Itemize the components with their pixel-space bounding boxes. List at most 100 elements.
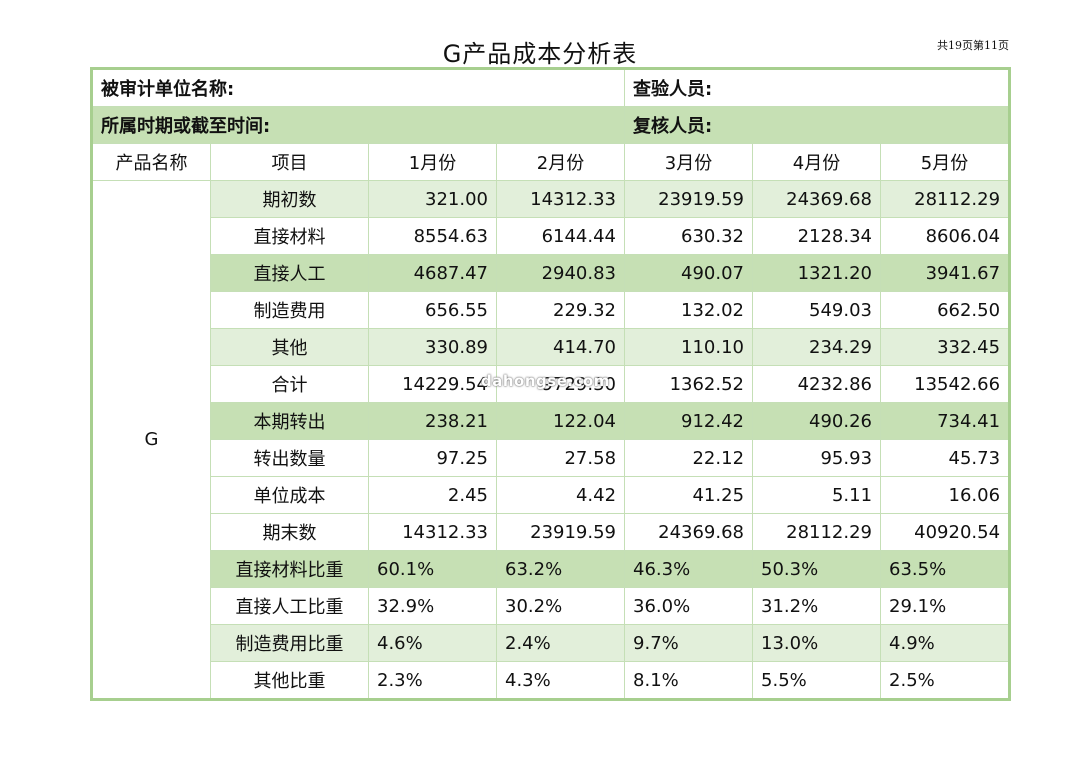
item-cell: 直接材料比重: [210, 550, 369, 588]
value-cell: 2.45: [368, 476, 497, 514]
value-cell: 24369.68: [624, 513, 754, 551]
value-cell: 14312.33: [368, 513, 497, 551]
value-cell: 1362.52: [624, 365, 754, 403]
value-cell: 2.4%: [495, 624, 626, 662]
value-cell: 46.3%: [624, 550, 754, 588]
header-cell: 产品名称: [91, 143, 211, 181]
value-cell: 27.58: [495, 439, 626, 477]
value-cell: 734.41: [880, 402, 1011, 440]
table-row: 其他比重 2.3% 4.3% 8.1% 5.5% 2.5%: [92, 661, 1011, 700]
item-cell: 直接材料: [210, 217, 369, 255]
value-cell: 9729.30: [495, 365, 626, 403]
value-cell: 5.11: [752, 476, 882, 514]
value-cell: 4687.47: [368, 254, 497, 292]
value-cell: 16.06: [880, 476, 1011, 514]
value-cell: 912.42: [624, 402, 754, 440]
value-cell: 4.6%: [368, 624, 497, 662]
value-cell: 13.0%: [752, 624, 882, 662]
value-cell: 132.02: [624, 291, 754, 329]
value-cell: 234.29: [752, 328, 882, 366]
table-row: 直接人工 4687.47 2940.83 490.07 1321.20 3941.67: [92, 254, 1011, 292]
value-cell: 2128.34: [752, 217, 882, 255]
value-cell: 238.21: [368, 402, 497, 440]
value-cell: 40920.54: [880, 513, 1011, 551]
header-cell: 2月份: [495, 143, 626, 181]
header-cell: 项目: [210, 143, 369, 181]
item-cell: 合计: [210, 365, 369, 403]
value-cell: 23919.59: [495, 513, 626, 551]
product-name-cell: G: [91, 180, 211, 700]
table-row: 制造费用比重 4.6% 2.4% 9.7% 13.0% 4.9%: [92, 624, 1011, 662]
header-cell: 4月份: [752, 143, 882, 181]
value-cell: 229.32: [495, 291, 626, 329]
value-cell: 14312.33: [495, 180, 626, 218]
item-cell: 制造费用比重: [210, 624, 369, 662]
item-cell: 其他比重: [210, 661, 369, 700]
table-row: 期末数 14312.33 23919.59 24369.68 28112.29 40920…: [92, 513, 1011, 551]
table-row: 直接材料 8554.63 6144.44 630.32 2128.34 8606.04: [92, 217, 1011, 255]
value-cell: 31.2%: [752, 587, 882, 625]
value-cell: 8554.63: [368, 217, 497, 255]
table-row: 直接材料比重 60.1% 63.2% 46.3% 50.3% 63.5%: [92, 550, 1011, 588]
value-cell: 321.00: [368, 180, 497, 218]
table-row: 单位成本 2.45 4.42 41.25 5.11 16.06: [92, 476, 1011, 514]
value-cell: 4.9%: [880, 624, 1011, 662]
value-cell: 4232.86: [752, 365, 882, 403]
value-cell: 28112.29: [880, 180, 1011, 218]
value-cell: 4.42: [495, 476, 626, 514]
value-cell: 97.25: [368, 439, 497, 477]
item-cell: 转出数量: [210, 439, 369, 477]
table-row: 直接人工比重 32.9% 30.2% 36.0% 31.2% 29.1%: [92, 587, 1011, 625]
value-cell: 95.93: [752, 439, 882, 477]
value-cell: 41.25: [624, 476, 754, 514]
value-cell: 549.03: [752, 291, 882, 329]
value-cell: 332.45: [880, 328, 1011, 366]
value-cell: 29.1%: [880, 587, 1011, 625]
value-cell: 23919.59: [624, 180, 754, 218]
value-cell: 9.7%: [624, 624, 754, 662]
item-cell: 期末数: [210, 513, 369, 551]
reviewer-label: 复核人员:: [624, 106, 1011, 144]
value-cell: 2940.83: [495, 254, 626, 292]
item-cell: 直接人工: [210, 254, 369, 292]
value-cell: 4.3%: [495, 661, 626, 700]
cost-analysis-table: 被审计单位名称: 查验人员: 所属时期或截至时间: 复核人员: 产品名称 项目 …: [90, 67, 1012, 701]
value-cell: 5.5%: [752, 661, 882, 700]
value-cell: 656.55: [368, 291, 497, 329]
table-row: G 期初数 321.00 14312.33 23919.59 24369.68 28112.…: [91, 180, 1011, 700]
value-cell: 414.70: [495, 328, 626, 366]
table-row: 其他 330.89 414.70 110.10 234.29 332.45: [92, 328, 1011, 366]
table-row: 制造费用 656.55 229.32 132.02 549.03 662.50: [92, 291, 1011, 329]
value-cell: 2.5%: [880, 661, 1011, 700]
item-cell: 其他: [210, 328, 369, 366]
value-cell: 330.89: [368, 328, 497, 366]
page-title: G产品成本分析表: [442, 40, 638, 68]
value-cell: 8.1%: [624, 661, 754, 700]
value-cell: 50.3%: [752, 550, 882, 588]
value-cell: 28112.29: [752, 513, 882, 551]
value-cell: 24369.68: [752, 180, 882, 218]
value-cell: 13542.66: [880, 365, 1011, 403]
auditee-label: 被审计单位名称:: [90, 68, 626, 107]
value-cell: 490.07: [624, 254, 754, 292]
table-row: 本期转出 238.21 122.04 912.42 490.26 734.41: [92, 402, 1011, 440]
value-cell: 662.50: [880, 291, 1011, 329]
meta-row-auditee: 被审计单位名称: 查验人员:: [90, 68, 1011, 107]
value-cell: 32.9%: [368, 587, 497, 625]
value-cell: 63.5%: [880, 550, 1011, 588]
item-cell: 直接人工比重: [210, 587, 369, 625]
value-cell: 8606.04: [880, 217, 1011, 255]
item-cell: 制造费用: [210, 291, 369, 329]
meta-row-period: 所属时期或截至时间: 复核人员:: [90, 106, 1011, 144]
item-cell: 单位成本: [210, 476, 369, 514]
header-row: 产品名称 项目 1月份 2月份 3月份 4月份 5月份: [91, 143, 1011, 181]
value-cell: 60.1%: [368, 550, 497, 588]
value-cell: 14229.54: [368, 365, 497, 403]
item-cell: 本期转出: [210, 402, 369, 440]
value-cell: 490.26: [752, 402, 882, 440]
value-cell: 3941.67: [880, 254, 1011, 292]
period-label: 所属时期或截至时间:: [90, 106, 626, 144]
value-cell: 1321.20: [752, 254, 882, 292]
inspector-label: 查验人员:: [624, 68, 1011, 107]
header-cell: 5月份: [880, 143, 1011, 181]
